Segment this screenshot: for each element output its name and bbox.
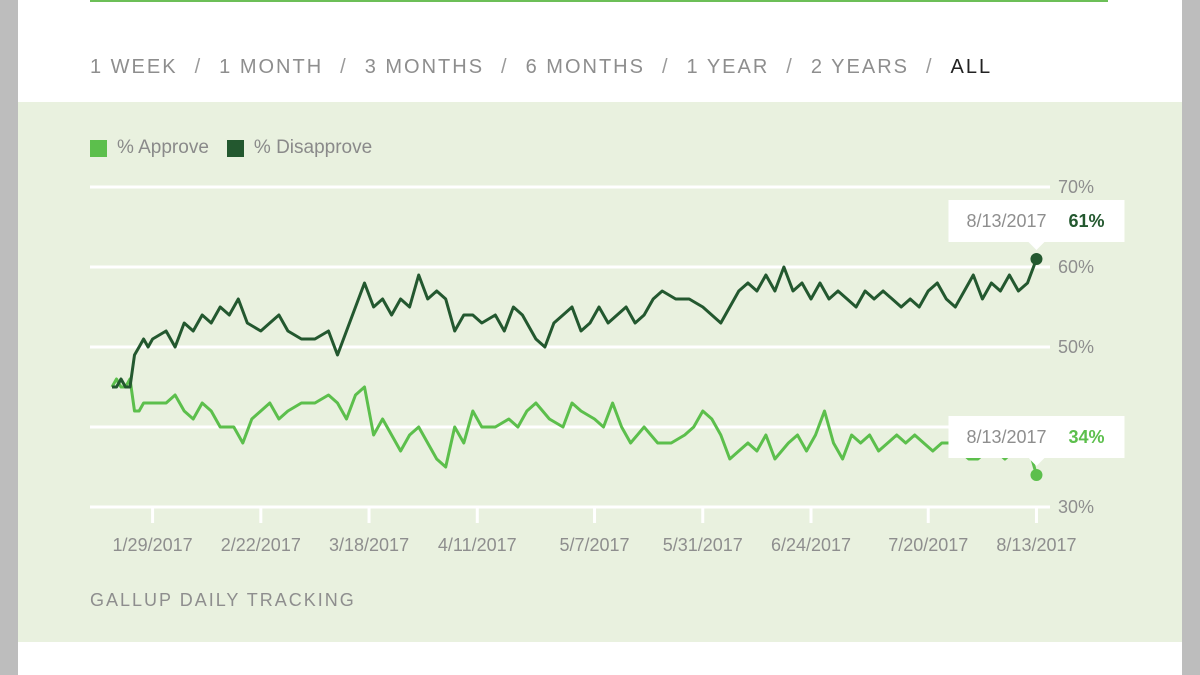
range-option-6-months[interactable]: 6 MONTHS — [525, 56, 645, 78]
range-separator: / — [925, 56, 934, 78]
callout-value: 61% — [1068, 211, 1104, 231]
legend-item-approve[interactable]: % Approve — [90, 137, 209, 159]
x-tick-label: 3/18/2017 — [329, 535, 409, 555]
series-line-disapprove — [112, 258, 1038, 389]
range-option-all[interactable]: ALL — [950, 56, 993, 78]
callout-value: 34% — [1068, 427, 1104, 447]
series-end-marker-approve — [1030, 469, 1043, 481]
callout-pointer — [1028, 458, 1045, 466]
top-divider — [90, 0, 1108, 2]
y-tick-label: 60% — [1058, 257, 1094, 277]
range-separator: / — [194, 56, 203, 78]
legend-swatch-approve — [90, 139, 107, 157]
range-option-1-month[interactable]: 1 MONTH — [219, 56, 324, 78]
chart-legend: % Approve % Disapprove — [90, 137, 390, 159]
legend-label: % Disapprove — [253, 137, 373, 158]
chart-panel: % Approve% Disapprove 30%40%50%60%70%1/2… — [18, 102, 1182, 642]
y-tick-label: 70% — [1058, 177, 1094, 197]
callout-disapprove: 8/13/2017 61% — [948, 200, 1125, 250]
y-tick-label: 50% — [1058, 337, 1094, 357]
range-option-1-week[interactable]: 1 WEEK — [90, 56, 178, 78]
callout-approve: 8/13/2017 34% — [948, 416, 1125, 466]
page: 1 WEEK / 1 MONTH / 3 MONTHS / 6 MONTHS / 1 YEAR /… — [18, 0, 1182, 675]
x-tick-label: 5/7/2017 — [559, 535, 629, 555]
x-tick-label: 2/22/2017 — [221, 535, 301, 555]
y-tick-label: 30% — [1058, 497, 1094, 517]
x-tick-label: 4/11/2017 — [438, 535, 517, 555]
legend-item-disapprove[interactable]: % Disapprove — [226, 137, 373, 159]
range-option-1-year[interactable]: 1 YEAR — [686, 56, 770, 78]
range-separator: / — [501, 56, 509, 78]
legend-swatch-disapprove — [226, 139, 244, 157]
range-separator: / — [340, 56, 348, 78]
legend-label: % Approve — [117, 137, 209, 158]
range-separator: / — [661, 56, 670, 78]
series-line-approve — [110, 377, 1038, 476]
time-range-selector: 1 WEEK / 1 MONTH / 3 MONTHS / 6 MONTHS / 1 YEAR /… — [90, 56, 992, 79]
x-tick-label: 6/24/2017 — [771, 535, 851, 555]
source-footer: GALLUP DAILY TRACKING — [90, 590, 356, 610]
range-option-3-months[interactable]: 3 MONTHS — [364, 56, 485, 78]
range-separator: / — [786, 56, 794, 78]
callout-date: 8/13/2017 — [966, 427, 1046, 447]
x-tick-label: 7/20/2017 — [888, 535, 968, 555]
callout-box — [948, 416, 1125, 458]
series-end-marker-disapprove — [1030, 253, 1043, 265]
x-tick-label: 5/31/2017 — [663, 535, 743, 555]
x-tick-label: 1/29/2017 — [113, 535, 193, 555]
approval-line-chart: 30%40%50%60%70%1/29/20172/22/20173/18/20… — [90, 177, 1125, 555]
x-tick-label: 8/13/2017 — [996, 535, 1076, 555]
range-option-2-years[interactable]: 2 YEARS — [810, 56, 909, 78]
callout-pointer — [1028, 242, 1045, 250]
callout-date: 8/13/2017 — [966, 211, 1046, 231]
callout-box — [948, 200, 1125, 242]
